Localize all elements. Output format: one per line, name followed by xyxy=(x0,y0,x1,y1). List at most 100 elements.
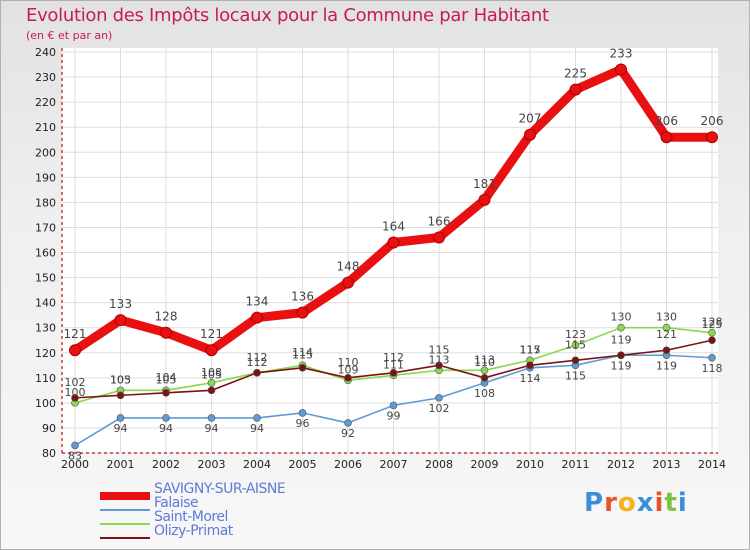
data-label: 105 xyxy=(156,373,177,386)
data-label: 118 xyxy=(702,362,723,375)
data-label: 99 xyxy=(387,409,401,422)
legend-label: SAVIGNY-SUR-AISNE xyxy=(154,481,286,497)
data-point xyxy=(253,414,261,422)
x-tick-label: 2005 xyxy=(289,458,317,471)
data-label: 113 xyxy=(474,353,495,366)
data-point xyxy=(435,361,443,370)
logo-letter: i xyxy=(654,488,665,518)
data-point xyxy=(116,414,125,422)
data-label: 108 xyxy=(201,366,222,379)
data-point xyxy=(71,394,79,402)
data-point xyxy=(480,366,489,375)
x-tick-label: 2012 xyxy=(607,458,635,471)
x-tick-label: 2003 xyxy=(198,458,226,471)
data-point xyxy=(478,193,491,206)
data-label: 134 xyxy=(246,295,269,309)
data-label: 83 xyxy=(68,449,82,462)
data-label: 233 xyxy=(610,47,633,61)
data-label: 114 xyxy=(520,372,541,385)
data-point xyxy=(662,346,671,355)
x-tick-label: 2008 xyxy=(425,458,453,471)
data-label: 121 xyxy=(64,327,87,341)
y-tick-label: 170 xyxy=(35,221,56,234)
data-label: 109 xyxy=(338,363,359,376)
x-tick-label: 2006 xyxy=(334,458,362,471)
legend-swatch xyxy=(100,492,150,500)
y-tick-label: 120 xyxy=(35,347,56,360)
data-point xyxy=(69,344,81,357)
data-point xyxy=(662,323,671,332)
data-point xyxy=(162,389,170,397)
data-label: 112 xyxy=(247,356,268,369)
data-label: 114 xyxy=(292,346,313,359)
logo-letter: P xyxy=(584,488,605,518)
data-label: 108 xyxy=(474,387,495,400)
legend-swatch xyxy=(100,523,150,525)
data-label: 128 xyxy=(702,316,723,329)
data-point xyxy=(298,409,307,417)
legend-label: Saint-Morel xyxy=(154,509,228,525)
data-label: 110 xyxy=(474,356,495,369)
logo-letter: o xyxy=(617,488,637,518)
logo-letter: x xyxy=(636,488,655,518)
data-point xyxy=(571,356,580,365)
data-label: 136 xyxy=(291,290,314,304)
x-tick-label: 2002 xyxy=(152,458,180,471)
data-point xyxy=(615,63,627,76)
data-point xyxy=(342,276,354,289)
data-label: 94 xyxy=(114,422,128,435)
y-tick-label: 210 xyxy=(35,121,56,134)
legend-label: Olizy-Primat xyxy=(154,523,233,539)
legend-item-olizy-primat: Olizy-Primat xyxy=(98,523,338,540)
chart-title: Evolution des Impôts locaux pour la Comm… xyxy=(26,5,549,26)
data-point xyxy=(71,441,79,450)
data-point xyxy=(435,394,443,402)
y-tick-label: 220 xyxy=(35,96,56,109)
data-label: 164 xyxy=(382,219,405,233)
data-label: 103 xyxy=(110,373,131,386)
y-tick-label: 100 xyxy=(35,397,56,410)
data-label: 117 xyxy=(520,343,541,356)
legend-swatch xyxy=(100,509,150,511)
data-point xyxy=(207,386,216,395)
data-label: 110 xyxy=(338,356,359,369)
y-tick-label: 140 xyxy=(35,297,56,310)
data-point xyxy=(571,341,580,350)
legend-label: Falaise xyxy=(154,495,199,511)
data-label: 94 xyxy=(159,422,173,435)
logo-letter: i xyxy=(677,488,688,518)
logo-letter: t xyxy=(664,488,678,518)
data-label: 104 xyxy=(156,371,177,384)
data-label: 100 xyxy=(65,386,86,399)
y-tick-label: 130 xyxy=(35,322,56,335)
data-point xyxy=(433,231,445,244)
data-label: 115 xyxy=(292,348,313,361)
data-label: 112 xyxy=(383,351,404,364)
y-tick-label: 180 xyxy=(35,196,56,209)
data-point xyxy=(205,344,218,357)
data-point xyxy=(116,391,125,400)
data-label: 206 xyxy=(655,114,678,128)
data-label: 130 xyxy=(611,311,632,324)
y-tick-label: 240 xyxy=(35,46,56,59)
data-point xyxy=(480,374,489,382)
data-point xyxy=(207,414,216,422)
data-point xyxy=(162,414,170,422)
data-point xyxy=(706,131,718,144)
data-point xyxy=(389,401,398,410)
data-label: 119 xyxy=(656,359,677,372)
legend-item-savigny: SAVIGNY-SUR-AISNE xyxy=(98,481,338,500)
logo-letter: r xyxy=(604,488,618,518)
data-label: 133 xyxy=(109,297,132,311)
data-point xyxy=(526,361,534,370)
data-point xyxy=(660,131,673,144)
data-label: 148 xyxy=(337,260,360,274)
data-label: 119 xyxy=(611,333,632,346)
chart-subtitle: (en € et par an) xyxy=(26,29,113,42)
data-label: 123 xyxy=(565,328,586,341)
data-label: 115 xyxy=(520,343,541,356)
legend-item-falaise: Falaise xyxy=(98,495,338,512)
data-label: 121 xyxy=(200,327,223,341)
y-tick-label: 110 xyxy=(35,372,56,385)
